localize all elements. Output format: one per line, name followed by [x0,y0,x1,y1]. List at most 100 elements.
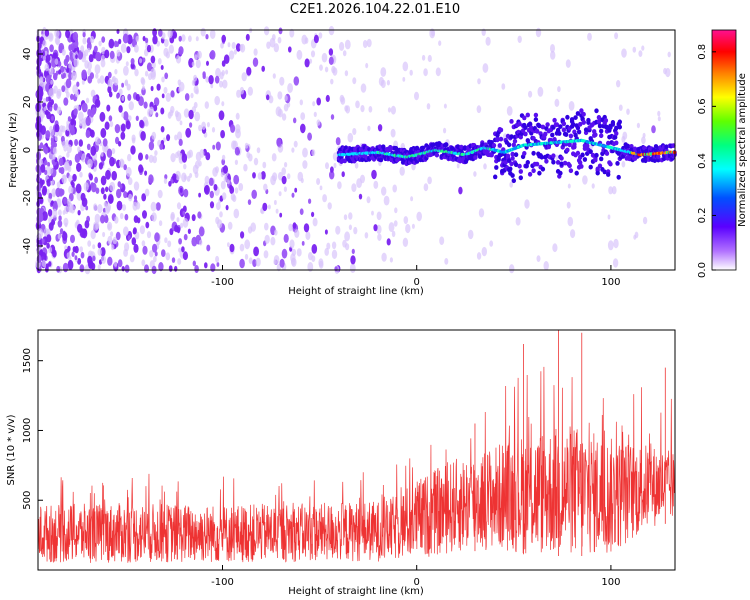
spectrogram-ridge-cell [509,119,514,124]
spectrogram-cell [263,250,269,259]
spectrogram-cell [66,67,70,73]
spectrogram-cell [194,160,200,169]
spectrogram-cell [481,246,487,257]
spectrogram-ridge-cell [581,111,586,117]
spectrogram-ridge-cell [495,137,500,143]
spectrogram-cell [190,92,194,99]
spectrogram-cell [289,28,295,38]
spectrogram-ridge-cell [531,150,536,156]
spectrogram-cell [371,169,377,180]
spectrogram-cell [72,31,79,41]
spectrogram-cell [57,233,62,240]
spectrogram-ridge-cell [562,160,568,166]
spectrogram-cell [145,221,150,229]
spectrogram-cell [621,160,626,168]
spectrogram-cell [241,72,247,82]
spectrogram-cell [473,171,477,177]
spectrogram-ridge-cell [534,128,540,134]
spectrogram-cell [622,131,628,140]
spectrogram-cell [157,58,162,65]
spectrogram-cell [322,194,327,203]
spectrogram-ridge-cell [593,132,598,138]
spectrogram-cell [49,44,54,53]
spectrogram-cell [663,67,667,75]
colorbar-label: Normalized spectral amplitude [737,73,748,227]
spectrogram-cell [344,70,349,77]
spectrogram-ridge-cell [523,125,528,130]
spectrogram-cell [467,229,474,240]
spectrogram-cell [87,47,91,53]
spectrogram-cell [108,115,113,122]
spectrogram-cell [197,50,202,59]
spectrogram-cell [205,34,209,40]
spectrogram-ridge-cell [594,152,599,158]
spectrogram-cell [324,247,330,256]
spectrogram-cell [77,210,81,216]
spectrogram-cell [180,222,184,229]
spectrogram-ridge-cell [420,145,426,151]
spectrogram-cell [100,54,105,62]
spectrogram-cell [284,95,288,102]
spectrogram-cell [509,181,513,188]
spectrogram-x-ticks: -100 0 100 [211,265,620,288]
spectrogram-cell [165,51,170,59]
spectrogram-ridge-cell [617,119,622,125]
spectrogram-y-tick-label: 20 [22,96,33,109]
spectrogram-cell [299,208,304,215]
spectrogram-cell [65,129,70,137]
spectrogram-cell [81,79,85,85]
spectrogram-cell [293,76,300,86]
spectrogram-cell [206,244,211,252]
spectrogram-cell [246,66,252,76]
spectrogram-cell [350,255,356,265]
spectrogram-cell [103,201,107,208]
spectrogram-cell [133,215,139,224]
spectrogram-x-tick-label: 100 [601,277,620,288]
spectrogram-cell [191,61,195,67]
spectrogram-cell [68,174,73,183]
spectrogram-cell [255,257,261,267]
spectrogram-cell [329,170,335,180]
spectrogram-cell [123,226,129,236]
spectrogram-cell [115,231,121,241]
spectrogram-cell [46,178,51,187]
spectrogram-cell [279,258,285,268]
spectrogram-cell [367,125,371,131]
spectrogram-cell [36,115,42,125]
colorbar-ticks: 0.0 0.2 0.4 0.6 0.8 [697,44,716,278]
spectrogram-cell [354,162,359,169]
spectrogram-cell [567,183,571,189]
spectrogram-cell [550,50,556,60]
snr-frame [37,329,676,571]
spectrogram-cell [301,241,305,246]
spectrogram-ridge-cell [652,158,657,164]
spectrogram-ridge-cell [656,154,661,160]
spectrogram-cell [266,41,271,49]
spectrogram-cell [164,237,168,244]
spectrogram-cell [337,181,342,190]
spectrogram-cell [383,195,390,206]
spectrogram-cell [133,181,140,191]
spectrogram-cell [209,50,216,60]
spectrogram-cell [61,125,66,133]
spectrogram-cell [107,78,113,87]
spectrogram-cell [223,165,228,174]
spectrogram-ridge-cell [377,144,382,150]
spectrogram-ridge-cell [498,136,504,142]
spectrogram-cell [82,32,86,38]
spectrogram-cell [305,231,311,240]
spectrogram-cell [125,166,132,177]
spectrogram-cell [63,97,69,106]
spectrogram-cell [119,184,123,189]
spectrogram-cell [61,140,66,148]
spectrogram-cell [281,113,287,121]
spectrogram-cell [251,189,257,199]
spectrogram-ridge-cell [583,127,589,133]
spectrogram-y-label: Frequency (Hz) [8,112,19,188]
spectrogram-cell [248,257,253,265]
spectrogram-ridge-cell [537,123,542,129]
spectrogram-cell [45,75,51,84]
spectrogram-cell [613,238,619,249]
spectrogram-cell [294,229,300,238]
spectrogram-cell [107,256,113,266]
